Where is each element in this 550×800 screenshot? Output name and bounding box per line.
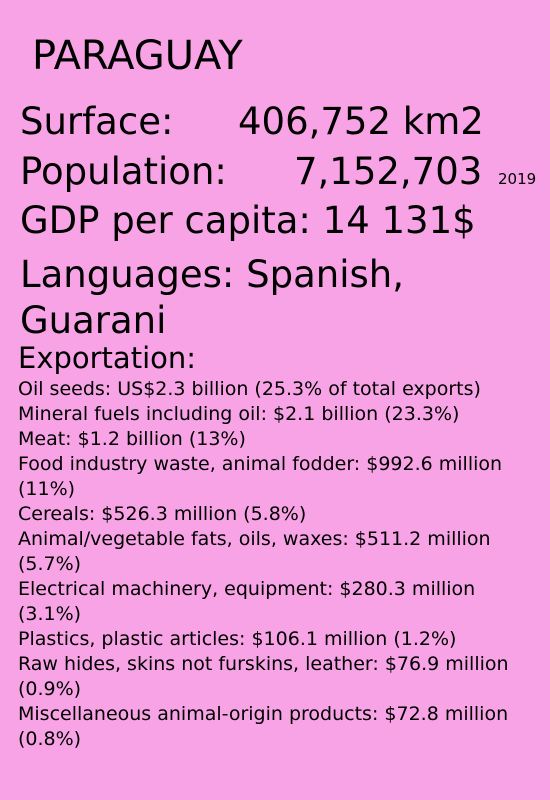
languages: Languages: Spanish, Guarani xyxy=(20,253,404,342)
export-item: Plastics, plastic articles: $106.1 milli… xyxy=(18,628,457,650)
population-value: 7,152,703 xyxy=(294,150,483,193)
export-item: Cereals: $526.3 million (5.8%) xyxy=(18,503,307,525)
export-item: Meat: $1.2 billion (13%) xyxy=(18,428,246,450)
country-title: PARAGUAY xyxy=(32,33,243,79)
export-item: Food industry waste, animal fodder: $992… xyxy=(18,453,503,500)
export-item: Raw hides, skins not furskins, leather: … xyxy=(18,653,509,700)
export-item: Mineral fuels including oil: $2.1 billio… xyxy=(18,403,460,425)
population-label: Population: xyxy=(20,150,227,193)
gdp-per-capita: GDP per capita: 14 131$ xyxy=(20,199,476,242)
surface-value: 406,752 km2 xyxy=(238,100,484,143)
export-item: Animal/vegetable fats, oils, waxes: $511… xyxy=(18,528,491,575)
export-item: Oil seeds: US$2.3 billion (25.3% of tota… xyxy=(18,378,481,400)
population-row: Population: 7,152,703 xyxy=(20,150,482,194)
population-year: 2019 xyxy=(498,170,537,188)
export-item: Miscellaneous animal-origin products: $7… xyxy=(18,703,509,750)
exportation-heading: Exportation: xyxy=(18,341,197,375)
surface-label: Surface: xyxy=(20,100,174,143)
export-item: Electrical machinery, equipment: $280.3 … xyxy=(18,578,476,625)
exportation-list: Oil seeds: US$2.3 billion (25.3% of tota… xyxy=(18,377,543,752)
surface-row: Surface: 406,752 km2 xyxy=(20,100,484,144)
